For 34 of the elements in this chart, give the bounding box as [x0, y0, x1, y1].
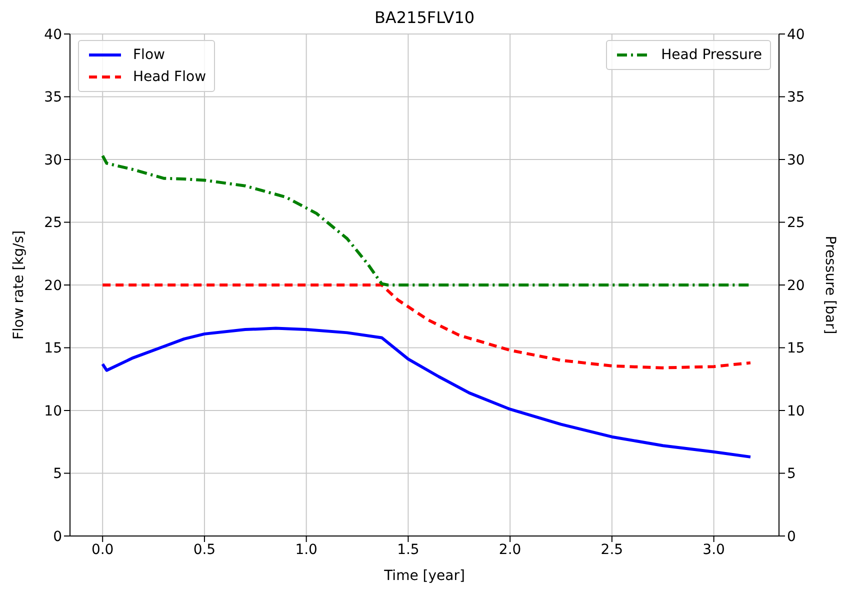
y2-tick-label: 15: [787, 340, 805, 357]
y2-tick-label: 40: [787, 26, 805, 43]
y-tick-label: 35: [44, 90, 62, 106]
x-tick-label: 2.5: [600, 542, 624, 558]
x-tick-label: 1.5: [397, 542, 420, 558]
line-series: [101, 326, 752, 458]
x-tick-label: 1.0: [295, 542, 318, 558]
y-tick-label: 25: [44, 215, 62, 232]
y-tick-label: 10: [44, 403, 62, 420]
y-tick-label: 30: [44, 152, 62, 168]
y2-tick-label: 20: [787, 278, 805, 294]
y2-tick-label: 25: [787, 215, 805, 232]
y-tick-label: 20: [44, 278, 62, 294]
x-tick-label: 2.0: [498, 542, 522, 558]
y2-tick-label: 10: [787, 403, 805, 420]
y-tick-label: 40: [44, 26, 62, 43]
y2-tick-label: 0: [787, 528, 796, 545]
y2-tick-label: 5: [787, 466, 796, 482]
y2-tick-label: 35: [787, 90, 805, 106]
x-tick-label: 0.5: [193, 542, 216, 558]
legend-label: Head Flow: [133, 69, 206, 85]
y-tick-label: 0: [53, 528, 62, 545]
legend-label: Flow: [133, 47, 165, 63]
x-axis-title: Time [year]: [383, 568, 465, 584]
y-tick-label: 5: [53, 466, 62, 482]
y-axis-title: Flow rate [kg/s]: [10, 230, 27, 340]
x-tick-label: 3.0: [702, 542, 725, 558]
line-series: [101, 284, 752, 370]
y2-tick-label: 30: [787, 152, 805, 168]
y-tick-label: 15: [44, 340, 62, 357]
x-tick-label: 0.0: [91, 542, 114, 558]
chart-title: BA215FLV10: [373, 8, 476, 27]
y2-axis-title: Pressure [bar]: [822, 236, 838, 334]
legend-label: Head Pressure: [661, 47, 762, 63]
